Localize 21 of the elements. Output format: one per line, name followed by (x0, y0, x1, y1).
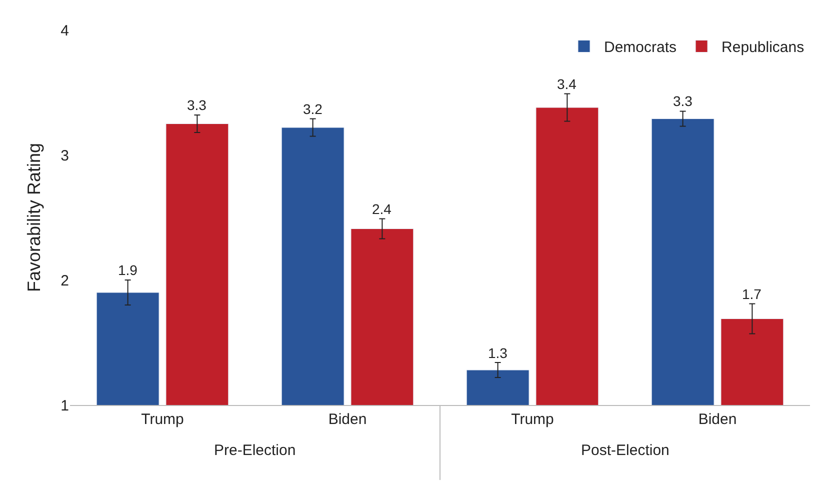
text: Post-Election (581, 442, 670, 459)
legend-label: Democrats (604, 39, 677, 56)
data-label: 1.9 (118, 262, 138, 278)
data-label: 3.4 (557, 76, 577, 92)
x-tick-label: Trump (511, 411, 554, 428)
data-label: 1.3 (488, 345, 508, 361)
data-label: 1.7 (742, 286, 762, 302)
data-label: 3.2 (303, 101, 323, 117)
legend-label: Republicans (722, 39, 804, 56)
data-label: 3.3 (187, 97, 207, 113)
y-tick-label: 4 (60, 22, 69, 40)
y-axis-title: Favorability Rating (24, 142, 44, 292)
x-tick-label: Biden (698, 411, 737, 428)
y-tick-label: 2 (60, 272, 69, 290)
data-label: 2.4 (372, 201, 392, 217)
text: Pre-Election (214, 442, 296, 459)
x-tick-label: Trump (141, 411, 184, 428)
y-tick-label: 3 (60, 147, 69, 164)
data-label: 3.3 (673, 93, 693, 109)
y-tick-label: 1 (60, 397, 69, 414)
x-tick-label: Biden (328, 411, 367, 428)
